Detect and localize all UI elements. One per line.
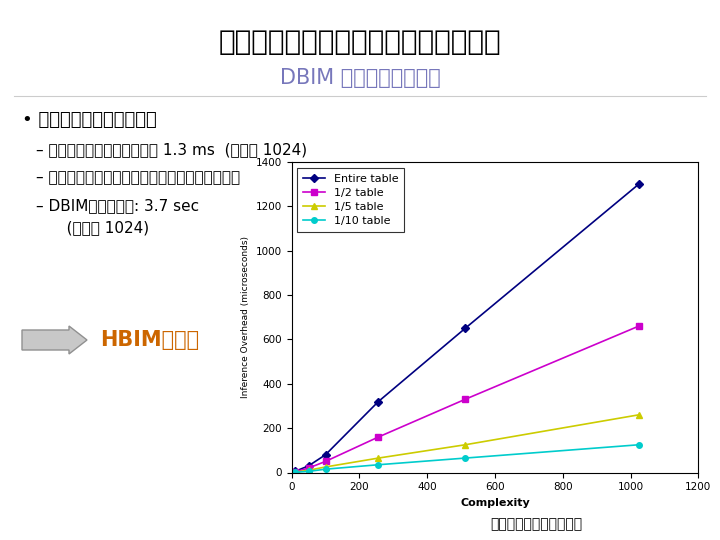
1/10 table	[634, 442, 643, 448]
Legend: Entire table, 1/2 table, 1/5 table, 1/10 table: Entire table, 1/2 table, 1/5 table, 1/10…	[297, 167, 404, 232]
1/10 table	[461, 455, 469, 461]
1/2 table	[634, 323, 643, 329]
1/5 table	[305, 467, 313, 474]
1/5 table	[634, 411, 643, 418]
Entire table	[291, 468, 300, 475]
Text: 複雑度と解析時間の関係: 複雑度と解析時間の関係	[490, 517, 582, 531]
X-axis label: Complexity: Complexity	[460, 498, 530, 508]
Entire table	[374, 399, 383, 405]
Text: – DBIMの検出時間: 3.7 sec: – DBIMの検出時間: 3.7 sec	[36, 199, 199, 213]
1/2 table	[374, 434, 383, 440]
Text: – インデックスの選択送信により解析時間は減少: – インデックスの選択送信により解析時間は減少	[36, 171, 240, 186]
Text: – 全エントリを処理した場合 1.3 ms  (複雑度 1024): – 全エントリを処理した場合 1.3 ms (複雑度 1024)	[36, 143, 307, 158]
1/2 table	[321, 458, 330, 464]
1/2 table	[461, 396, 469, 402]
Text: HBIMが優位: HBIMが優位	[100, 330, 199, 350]
1/5 table	[461, 442, 469, 448]
Text: DBIM との比較について: DBIM との比較について	[279, 68, 441, 88]
Text: 参考ご意見と論文修正箇所について２: 参考ご意見と論文修正箇所について２	[219, 28, 501, 56]
1/2 table	[291, 469, 300, 475]
Line: 1/2 table: 1/2 table	[292, 323, 642, 475]
1/10 table	[305, 468, 313, 475]
Entire table	[634, 181, 643, 187]
1/2 table	[305, 465, 313, 471]
FancyArrow shape	[22, 326, 87, 354]
Line: 1/10 table: 1/10 table	[292, 442, 642, 475]
1/10 table	[374, 462, 383, 468]
1/5 table	[321, 464, 330, 470]
1/5 table	[291, 469, 300, 475]
Line: Entire table: Entire table	[292, 181, 642, 474]
Line: 1/5 table: 1/5 table	[292, 412, 642, 475]
Y-axis label: Inference Overhead (microseconds): Inference Overhead (microseconds)	[241, 237, 250, 399]
1/10 table	[321, 466, 330, 472]
1/10 table	[291, 469, 300, 476]
Text: (複雑度 1024): (複雑度 1024)	[52, 220, 149, 235]
Text: • コンテキストの検出時間: • コンテキストの検出時間	[22, 111, 157, 129]
Entire table	[321, 451, 330, 458]
Entire table	[305, 463, 313, 469]
Entire table	[461, 325, 469, 332]
1/5 table	[374, 455, 383, 461]
